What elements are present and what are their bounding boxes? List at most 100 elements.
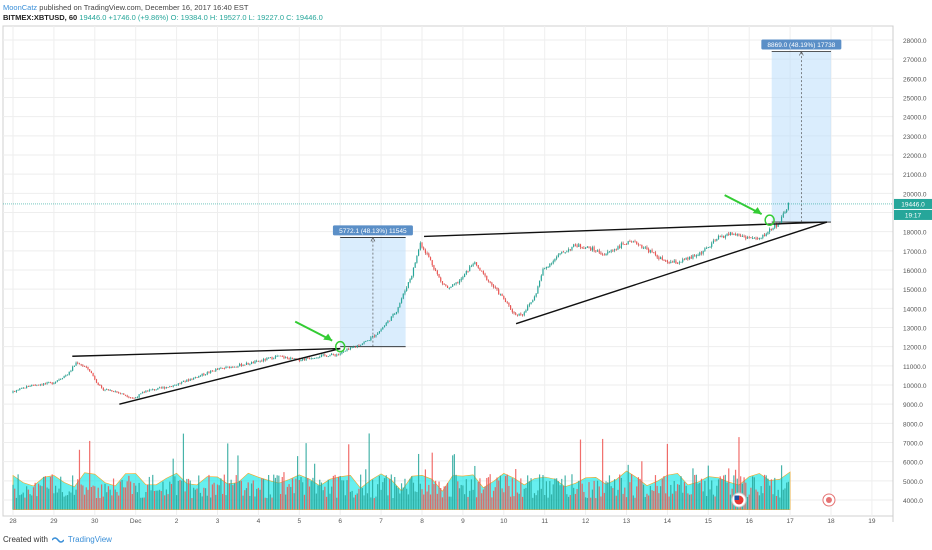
candle-body[interactable] bbox=[608, 251, 611, 253]
candle-body[interactable] bbox=[279, 355, 282, 357]
candle-body[interactable] bbox=[356, 345, 358, 347]
candle-body[interactable] bbox=[738, 234, 740, 236]
candle-body[interactable] bbox=[247, 362, 249, 365]
candle-body[interactable] bbox=[564, 252, 566, 253]
candle-body[interactable] bbox=[550, 263, 553, 265]
candle-body[interactable] bbox=[152, 389, 154, 390]
candle-body[interactable] bbox=[716, 238, 718, 241]
candle-body[interactable] bbox=[70, 370, 72, 372]
candle-body[interactable] bbox=[615, 249, 617, 251]
candle-body[interactable] bbox=[51, 382, 53, 385]
candle-body[interactable] bbox=[223, 368, 225, 369]
candle-body[interactable] bbox=[685, 257, 687, 260]
candle-body[interactable] bbox=[762, 234, 764, 238]
candle-body[interactable] bbox=[673, 260, 675, 263]
candle-body[interactable] bbox=[239, 363, 241, 367]
candle-body[interactable] bbox=[755, 237, 757, 239]
candle-body[interactable] bbox=[433, 265, 435, 270]
candle-body[interactable] bbox=[204, 374, 207, 376]
candle-body[interactable] bbox=[203, 373, 205, 376]
candle-body[interactable] bbox=[774, 224, 776, 229]
candle-body[interactable] bbox=[516, 314, 519, 316]
candle-body[interactable] bbox=[591, 247, 594, 251]
candle-body[interactable] bbox=[196, 377, 198, 379]
candle-body[interactable] bbox=[733, 233, 735, 235]
candle-body[interactable] bbox=[95, 379, 98, 383]
candle-body[interactable] bbox=[486, 275, 488, 281]
candle-body[interactable] bbox=[327, 356, 329, 358]
candle-body[interactable] bbox=[407, 282, 409, 288]
candle-body[interactable] bbox=[337, 354, 340, 356]
candle-body[interactable] bbox=[158, 387, 161, 389]
candle-body[interactable] bbox=[613, 249, 616, 251]
candle-body[interactable] bbox=[361, 343, 363, 345]
candle-body[interactable] bbox=[256, 360, 258, 362]
candle-body[interactable] bbox=[487, 280, 490, 282]
candle-body[interactable] bbox=[586, 246, 588, 248]
candle-body[interactable] bbox=[72, 366, 74, 371]
candle-body[interactable] bbox=[254, 361, 256, 364]
candle-body[interactable] bbox=[63, 376, 65, 379]
candle-body[interactable] bbox=[269, 357, 271, 358]
candle-body[interactable] bbox=[329, 355, 331, 357]
candle-body[interactable] bbox=[714, 240, 716, 242]
candle-body[interactable] bbox=[68, 371, 70, 375]
candle-body[interactable] bbox=[283, 356, 285, 359]
candle-body[interactable] bbox=[344, 350, 346, 352]
candle-body[interactable] bbox=[554, 258, 556, 262]
candle-body[interactable] bbox=[266, 358, 268, 361]
candle-body[interactable] bbox=[690, 256, 692, 259]
candle-body[interactable] bbox=[177, 383, 179, 385]
candle-body[interactable] bbox=[569, 249, 571, 251]
candle-body[interactable] bbox=[496, 287, 498, 290]
candle-body[interactable] bbox=[66, 374, 69, 376]
candle-body[interactable] bbox=[457, 282, 459, 284]
candle-body[interactable] bbox=[535, 293, 537, 297]
candle-body[interactable] bbox=[107, 389, 110, 391]
candle-body[interactable] bbox=[141, 392, 144, 394]
candle-body[interactable] bbox=[752, 237, 754, 239]
candle-body[interactable] bbox=[786, 209, 788, 213]
candle-body[interactable] bbox=[325, 355, 328, 357]
candle-body[interactable] bbox=[46, 382, 48, 384]
candle-body[interactable] bbox=[537, 286, 539, 294]
candle-body[interactable] bbox=[153, 389, 156, 391]
candle-body[interactable] bbox=[240, 363, 242, 366]
candle-body[interactable] bbox=[414, 262, 416, 268]
candle-body[interactable] bbox=[148, 389, 150, 392]
candle-body[interactable] bbox=[334, 354, 336, 356]
candle-body[interactable] bbox=[363, 341, 365, 344]
candle-body[interactable] bbox=[654, 252, 657, 256]
candle-body[interactable] bbox=[305, 357, 307, 360]
candle-body[interactable] bbox=[665, 260, 667, 262]
candle-body[interactable] bbox=[687, 257, 689, 260]
candle-body[interactable] bbox=[308, 358, 311, 360]
candle-body[interactable] bbox=[143, 392, 145, 394]
candle-body[interactable] bbox=[661, 257, 663, 260]
candle-body[interactable] bbox=[711, 243, 713, 247]
candle-body[interactable] bbox=[765, 233, 767, 237]
candle-body[interactable] bbox=[135, 397, 137, 399]
candle-body[interactable] bbox=[532, 300, 534, 303]
candle-body[interactable] bbox=[409, 279, 411, 283]
candle-body[interactable] bbox=[728, 233, 730, 236]
candle-body[interactable] bbox=[336, 354, 338, 356]
candle-body[interactable] bbox=[281, 356, 283, 358]
candle-body[interactable] bbox=[160, 387, 162, 389]
candle-body[interactable] bbox=[745, 236, 747, 239]
candle-body[interactable] bbox=[530, 302, 532, 305]
candle-body[interactable] bbox=[49, 382, 52, 384]
candle-body[interactable] bbox=[124, 394, 127, 396]
candle-body[interactable] bbox=[358, 345, 360, 347]
candle-body[interactable] bbox=[206, 372, 208, 375]
candle-body[interactable] bbox=[128, 396, 130, 398]
candle-body[interactable] bbox=[346, 349, 348, 351]
candle-body[interactable] bbox=[378, 331, 380, 334]
candle-body[interactable] bbox=[194, 377, 196, 379]
candle-body[interactable] bbox=[250, 362, 253, 365]
candle-body[interactable] bbox=[157, 387, 159, 390]
candle-body[interactable] bbox=[724, 235, 726, 238]
candle-body[interactable] bbox=[566, 251, 568, 253]
candle-body[interactable] bbox=[150, 389, 152, 391]
candle-body[interactable] bbox=[397, 307, 399, 312]
